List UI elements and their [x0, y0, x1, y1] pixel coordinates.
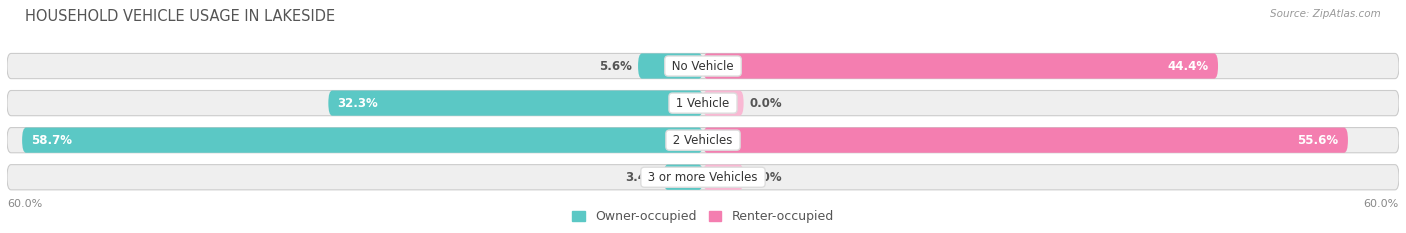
Text: 60.0%: 60.0% [7, 199, 42, 209]
Text: Source: ZipAtlas.com: Source: ZipAtlas.com [1270, 9, 1381, 19]
FancyBboxPatch shape [7, 128, 1399, 153]
FancyBboxPatch shape [664, 165, 703, 190]
FancyBboxPatch shape [703, 128, 1348, 153]
FancyBboxPatch shape [7, 90, 1399, 116]
Text: 58.7%: 58.7% [31, 134, 72, 147]
Text: 3.4%: 3.4% [626, 171, 658, 184]
FancyBboxPatch shape [703, 165, 744, 190]
Text: 55.6%: 55.6% [1298, 134, 1339, 147]
Text: No Vehicle: No Vehicle [668, 60, 738, 72]
Legend: Owner-occupied, Renter-occupied: Owner-occupied, Renter-occupied [568, 205, 838, 228]
Text: 60.0%: 60.0% [1364, 199, 1399, 209]
Text: 0.0%: 0.0% [749, 97, 782, 110]
Text: 2 Vehicles: 2 Vehicles [669, 134, 737, 147]
FancyBboxPatch shape [703, 53, 1218, 79]
FancyBboxPatch shape [7, 53, 1399, 79]
FancyBboxPatch shape [22, 128, 703, 153]
Text: 32.3%: 32.3% [337, 97, 378, 110]
Text: 0.0%: 0.0% [749, 171, 782, 184]
Text: 5.6%: 5.6% [599, 60, 633, 72]
Text: 1 Vehicle: 1 Vehicle [672, 97, 734, 110]
Text: 3 or more Vehicles: 3 or more Vehicles [644, 171, 762, 184]
Text: HOUSEHOLD VEHICLE USAGE IN LAKESIDE: HOUSEHOLD VEHICLE USAGE IN LAKESIDE [25, 9, 336, 24]
FancyBboxPatch shape [638, 53, 703, 79]
FancyBboxPatch shape [703, 90, 744, 116]
Text: 44.4%: 44.4% [1167, 60, 1209, 72]
FancyBboxPatch shape [329, 90, 703, 116]
FancyBboxPatch shape [7, 165, 1399, 190]
